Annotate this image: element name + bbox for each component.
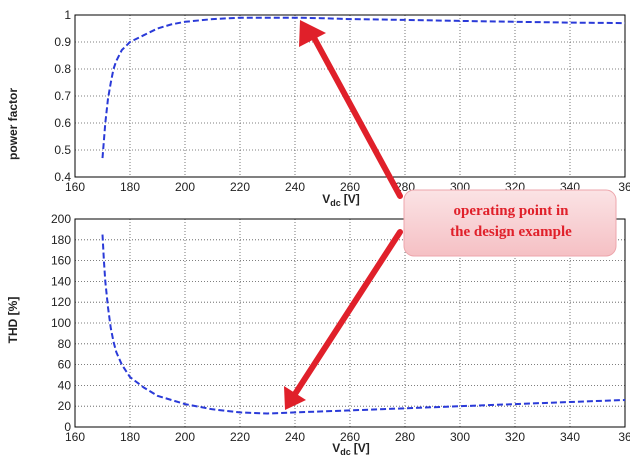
thd-series-line: [101, 234, 626, 415]
y-tick-label: 80: [58, 337, 72, 351]
x-tick-label: 240: [285, 430, 305, 444]
x-tick-label: 220: [230, 180, 250, 194]
bottom-plot-frame: [74, 218, 626, 428]
operating-point-callout: operating point in the design example: [403, 189, 617, 257]
bottom-x-axis-label: Vdc [V]: [332, 441, 370, 457]
y-tick-label: 140: [51, 274, 71, 288]
arrow-to-top-point: [309, 31, 403, 199]
x-tick-label: 160: [65, 180, 85, 194]
x-tick-label: 340: [560, 430, 580, 444]
y-tick-label: 0.8: [54, 62, 71, 76]
x-tick-label: 180: [120, 430, 140, 444]
x-tick-label: 260: [340, 180, 360, 194]
top-y-tick-labels: 0.4 0.5 0.6 0.7 0.8 0.9 1: [54, 8, 71, 184]
x-tick-label: 36: [618, 430, 630, 444]
callout-line-2: the design example: [450, 224, 572, 240]
x-tick-label: 200: [175, 180, 195, 194]
x-tick-label: 160: [65, 430, 85, 444]
x-tick-label: 260: [340, 430, 360, 444]
top-gridlines: [74, 14, 626, 178]
x-tick-label: 240: [285, 180, 305, 194]
y-tick-label: 0.7: [54, 89, 71, 103]
y-tick-label: 200: [51, 212, 71, 226]
y-tick-label: 160: [51, 254, 71, 268]
y-tick-label: 0.4: [54, 170, 71, 184]
y-tick-label: 40: [58, 378, 72, 392]
top-y-axis-label: power factor: [6, 88, 20, 160]
x-tick-label: 180: [120, 180, 140, 194]
callout-box: [403, 189, 617, 257]
arrow-to-bottom-point: [292, 229, 403, 397]
thd-chart: 160 180 200 220 240 260 280 300 320 340 36 0 20 40 60…: [6, 212, 630, 457]
top-plot-frame: [74, 14, 626, 178]
y-tick-label: 20: [58, 399, 72, 413]
callout-line-1: operating point in: [453, 203, 569, 219]
y-tick-label: 60: [58, 358, 72, 372]
y-tick-label: 1: [64, 8, 71, 22]
bottom-y-axis-label: THD [%]: [6, 297, 20, 344]
arrow-head-bottom: [284, 386, 306, 410]
x-tick-label: 200: [175, 430, 195, 444]
bottom-y-tick-labels: 0 20 40 60 80 100 120 140 160 180 200: [51, 212, 71, 434]
x-tick-label: 320: [505, 430, 525, 444]
y-tick-label: 0: [64, 420, 71, 434]
power-factor-chart: 160 180 200 220 240 260 280 300 320 340 36 0.40.50…: [6, 8, 630, 208]
y-tick-label: 120: [51, 295, 71, 309]
y-tick-label: 100: [51, 316, 71, 330]
top-x-axis-label: Vdc [V]: [322, 192, 360, 208]
y-tick-label: 0.9: [54, 35, 71, 49]
y-tick-label: 0.5: [54, 143, 71, 157]
x-tick-label: 220: [230, 430, 250, 444]
arrow-head-top: [299, 20, 326, 47]
x-tick-label: 36: [618, 180, 630, 194]
annotation-arrows: [284, 20, 403, 410]
x-tick-label: 280: [395, 430, 415, 444]
bottom-x-tick-labels: 160 180 200 220 240 260 280 300 320 340 36: [65, 430, 630, 444]
x-tick-label: 300: [450, 430, 470, 444]
y-tick-label: 180: [51, 233, 71, 247]
power-factor-series-line: [101, 16, 626, 159]
y-tick-label: 0.6: [54, 116, 71, 130]
